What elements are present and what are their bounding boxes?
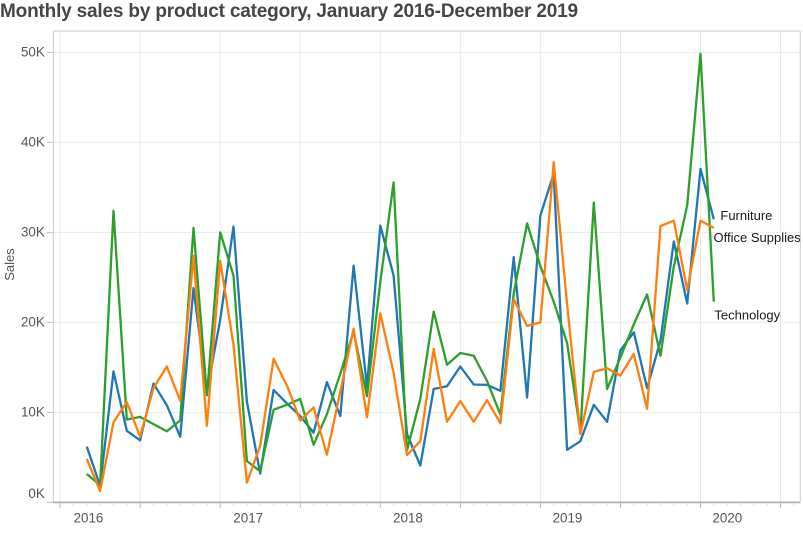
- svg-text:20K: 20K: [21, 315, 45, 330]
- svg-text:2017: 2017: [233, 511, 263, 526]
- svg-text:30K: 30K: [21, 225, 45, 240]
- svg-text:0K: 0K: [28, 486, 44, 501]
- svg-text:Monthly sales by product categ: Monthly sales by product category, Janua…: [0, 1, 578, 22]
- svg-text:Furniture: Furniture: [720, 208, 772, 223]
- svg-text:50K: 50K: [21, 45, 45, 60]
- svg-text:2016: 2016: [74, 511, 104, 526]
- svg-text:2020: 2020: [712, 511, 742, 526]
- svg-text:2019: 2019: [553, 511, 583, 526]
- svg-text:Technology: Technology: [714, 308, 780, 323]
- svg-text:10K: 10K: [21, 405, 45, 420]
- svg-text:40K: 40K: [21, 135, 45, 150]
- svg-text:Sales: Sales: [2, 248, 17, 281]
- svg-text:Office Supplies: Office Supplies: [714, 230, 802, 245]
- svg-text:2018: 2018: [393, 511, 423, 526]
